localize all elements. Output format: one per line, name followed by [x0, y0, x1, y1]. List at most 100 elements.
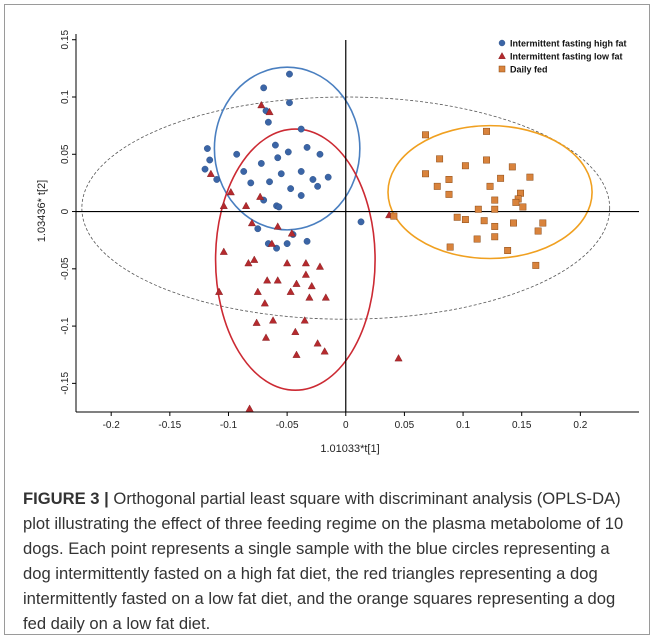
data-point — [483, 127, 490, 135]
series-1-points — [206, 100, 403, 412]
data-point — [273, 222, 282, 230]
legend-marker-2 — [498, 65, 506, 73]
data-point — [390, 212, 398, 220]
data-point — [510, 219, 517, 227]
data-point — [297, 192, 305, 199]
data-point — [283, 258, 292, 267]
data-point — [519, 203, 527, 211]
data-point — [461, 162, 469, 170]
group-ellipse-2 — [387, 124, 593, 260]
data-point — [206, 156, 214, 164]
y-tick-label: 0 — [60, 208, 71, 214]
data-point — [305, 293, 314, 301]
data-point — [300, 316, 309, 324]
data-point — [297, 125, 305, 133]
data-point — [287, 185, 295, 193]
data-point — [316, 150, 324, 158]
data-point — [534, 227, 542, 235]
data-point — [357, 218, 365, 226]
data-point — [219, 247, 228, 255]
data-point — [512, 198, 520, 206]
data-point — [526, 173, 534, 181]
caption-text: Orthogonal partial least square with dis… — [23, 489, 624, 633]
data-point — [517, 189, 524, 197]
data-point — [303, 237, 311, 245]
data-point — [260, 84, 268, 92]
legend-label-0: Intermittent fasting high fat — [510, 39, 627, 49]
data-point — [215, 287, 224, 295]
data-point — [256, 192, 265, 200]
data-point — [265, 107, 274, 116]
data-point — [483, 156, 490, 164]
caption-label: FIGURE 3 | — [23, 489, 109, 508]
data-point — [497, 174, 505, 182]
group-ellipse-0 — [213, 66, 361, 231]
y-tick-label: -0.1 — [60, 317, 71, 335]
points-layer — [201, 70, 547, 412]
data-point — [274, 154, 282, 162]
data-point — [491, 233, 499, 241]
y-axis-label: 1.03436* t[2] — [36, 180, 48, 242]
data-point — [263, 276, 272, 284]
data-point — [320, 347, 329, 355]
data-point — [240, 168, 248, 175]
data-point — [292, 279, 301, 287]
x-tick-label: 0 — [343, 420, 349, 431]
data-point — [271, 141, 279, 149]
data-point — [297, 168, 305, 175]
group-ellipses-layer — [213, 66, 593, 392]
axes-layer — [75, 34, 639, 413]
data-point — [532, 261, 540, 269]
data-point — [473, 235, 481, 243]
data-point — [453, 213, 461, 221]
figure-caption: FIGURE 3 | Orthogonal partial least squa… — [23, 486, 638, 636]
data-point — [286, 287, 295, 295]
data-point — [301, 258, 310, 267]
x-tick-label: 0.15 — [512, 420, 532, 431]
data-point — [252, 318, 261, 326]
data-point — [292, 350, 301, 358]
data-point — [253, 287, 262, 295]
data-point — [504, 247, 512, 254]
series-0-points — [201, 70, 365, 252]
x-tick-label: -0.15 — [158, 420, 181, 431]
data-point — [508, 163, 516, 171]
y-tick-label: -0.15 — [60, 372, 71, 395]
y-tick-label: -0.05 — [60, 257, 71, 280]
data-point — [480, 217, 488, 225]
group-ellipse-1 — [214, 128, 376, 392]
data-point — [446, 243, 454, 251]
data-point — [315, 262, 324, 270]
data-point — [266, 178, 273, 186]
data-point — [242, 201, 251, 209]
data-point — [314, 182, 322, 190]
data-point — [445, 176, 453, 183]
data-point — [539, 219, 547, 227]
data-point — [486, 182, 494, 190]
ticks-layer: -0.2 -0.15 -0.1 -0.05 0 0.05 0.1 0.15 0.2 0.15 0.1… — [60, 30, 588, 431]
x-tick-label: -0.1 — [220, 420, 238, 431]
data-point — [226, 187, 235, 196]
data-point — [273, 276, 282, 284]
y-tick-label: 0.1 — [60, 90, 71, 104]
x-tick-label: 0.2 — [573, 420, 587, 431]
data-point — [286, 70, 293, 78]
data-point — [394, 354, 403, 362]
figure-frame: -0.2 -0.15 -0.1 -0.05 0 0.05 0.1 0.15 0.2 0.15 0.1… — [4, 4, 650, 635]
data-point — [307, 281, 316, 290]
data-point — [247, 179, 255, 187]
data-point — [474, 205, 482, 213]
data-point — [422, 131, 429, 139]
data-point — [461, 216, 469, 224]
legend-label-2: Daily fed — [510, 65, 548, 75]
data-point — [433, 182, 441, 190]
data-point — [245, 404, 254, 412]
data-point — [254, 225, 262, 233]
data-point — [287, 229, 296, 237]
data-point — [267, 239, 276, 247]
data-point — [303, 143, 311, 151]
data-point — [283, 240, 291, 248]
y-tick-label: 0.05 — [60, 144, 71, 164]
data-point — [422, 170, 429, 178]
data-point — [264, 118, 272, 126]
